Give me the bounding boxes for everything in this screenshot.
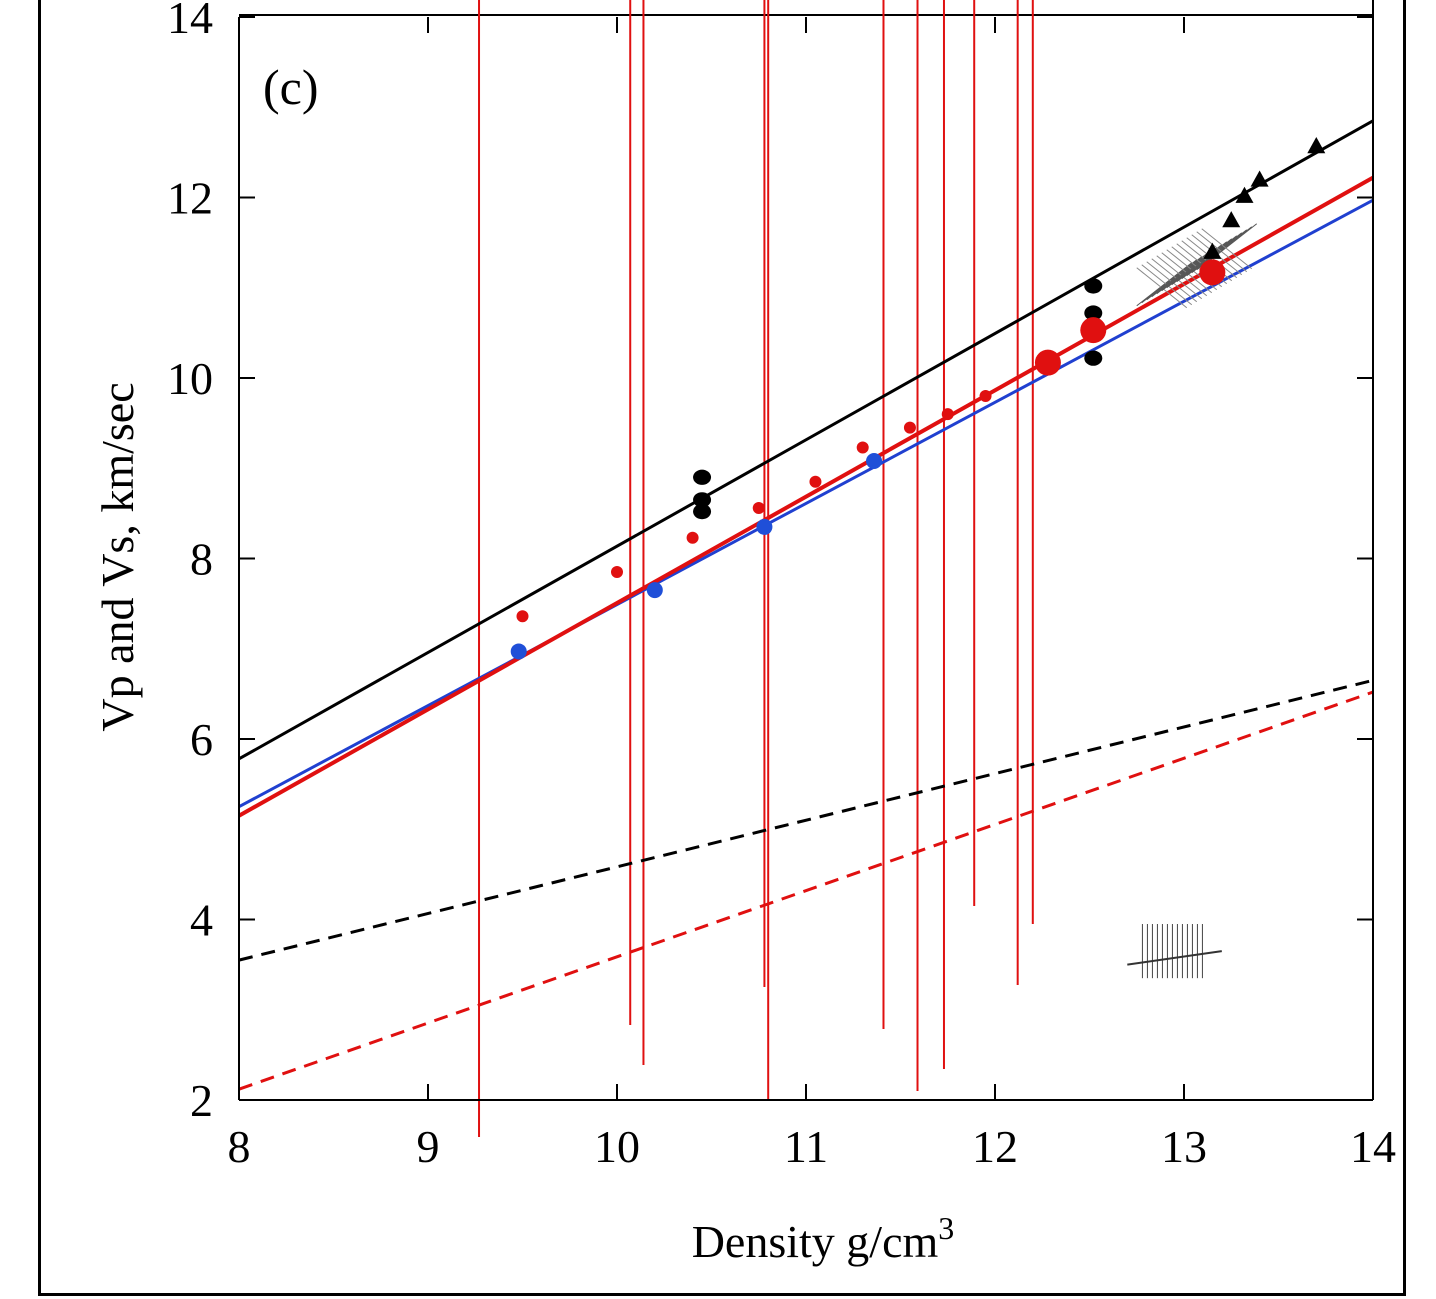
x-tick-label: 10 (594, 1121, 640, 1172)
y-tick-label: 10 (167, 353, 213, 404)
y-tick-label: 2 (190, 1075, 213, 1126)
circle-marker (693, 492, 712, 508)
y-tick-label: 14 (167, 0, 213, 43)
velocity-density-chart: 8 9 10 11 12 13 14 2 4 6 8 10 12 14 (c) Density g/cm3… (92, 0, 1396, 1267)
circle-marker (1034, 349, 1061, 376)
x-axis-title: Density g/cm3 (692, 1210, 955, 1267)
circle-marker (686, 531, 699, 544)
x-tick-label: 13 (1161, 1121, 1207, 1172)
circle-marker (979, 390, 992, 403)
triangle-marker (1250, 170, 1269, 187)
circle-marker (1199, 259, 1226, 286)
circle-marker (752, 501, 765, 514)
circle-marker (856, 441, 869, 454)
axes: 8 9 10 11 12 13 14 2 4 6 8 10 12 14 (167, 0, 1396, 1172)
triangle-marker (1222, 211, 1241, 228)
y-tick-label: 12 (167, 173, 213, 224)
circle-marker (693, 469, 712, 485)
y-tick-label: 6 (190, 714, 213, 765)
circle-marker (510, 643, 527, 660)
x-tick-label: 8 (228, 1121, 251, 1172)
circle-marker (611, 566, 623, 579)
circle-marker (809, 475, 822, 488)
y-axis-title: Vp and Vs, km/sec (92, 382, 143, 731)
chart-frame: 8 9 10 11 12 13 14 2 4 6 8 10 12 14 (c) Density g/cm3… (38, 0, 1406, 1296)
circle-marker (516, 610, 529, 623)
circle-marker (756, 518, 773, 535)
triangle-marker (1307, 137, 1326, 154)
vp-fit-line-1 (238, 198, 1374, 809)
circle-marker (693, 503, 712, 520)
circle-marker (1084, 278, 1103, 294)
x-tick-label: 14 (1350, 1121, 1396, 1172)
circle-marker (941, 408, 954, 421)
triangle-marker (1235, 186, 1254, 203)
y-tick-label: 4 (190, 895, 213, 946)
x-axis-title-sup: 3 (938, 1210, 954, 1246)
circle-marker (1080, 317, 1107, 344)
x-axis-title-text: Density g/cm (692, 1216, 939, 1267)
annotation-lines (478, 0, 1034, 1137)
circle-marker (646, 582, 663, 599)
y-tick-label: 8 (190, 534, 213, 585)
panel-label: (c) (263, 59, 319, 115)
hatched-legend-glyph (1127, 924, 1222, 979)
vs-fit-line-3 (238, 678, 1374, 962)
x-tick-label: 9 (417, 1121, 440, 1172)
hatched-data-region (1136, 223, 1258, 309)
vs-fit-line-4 (238, 690, 1374, 1091)
x-tick-label: 11 (784, 1121, 828, 1172)
circle-marker (866, 453, 883, 470)
x-tick-label: 12 (972, 1121, 1018, 1172)
circle-marker (1084, 305, 1103, 321)
triangle-marker (1203, 242, 1222, 259)
data-points (510, 137, 1326, 979)
vp-fit-line-0 (238, 119, 1374, 761)
circle-marker (1084, 350, 1103, 366)
circle-marker (903, 421, 916, 434)
